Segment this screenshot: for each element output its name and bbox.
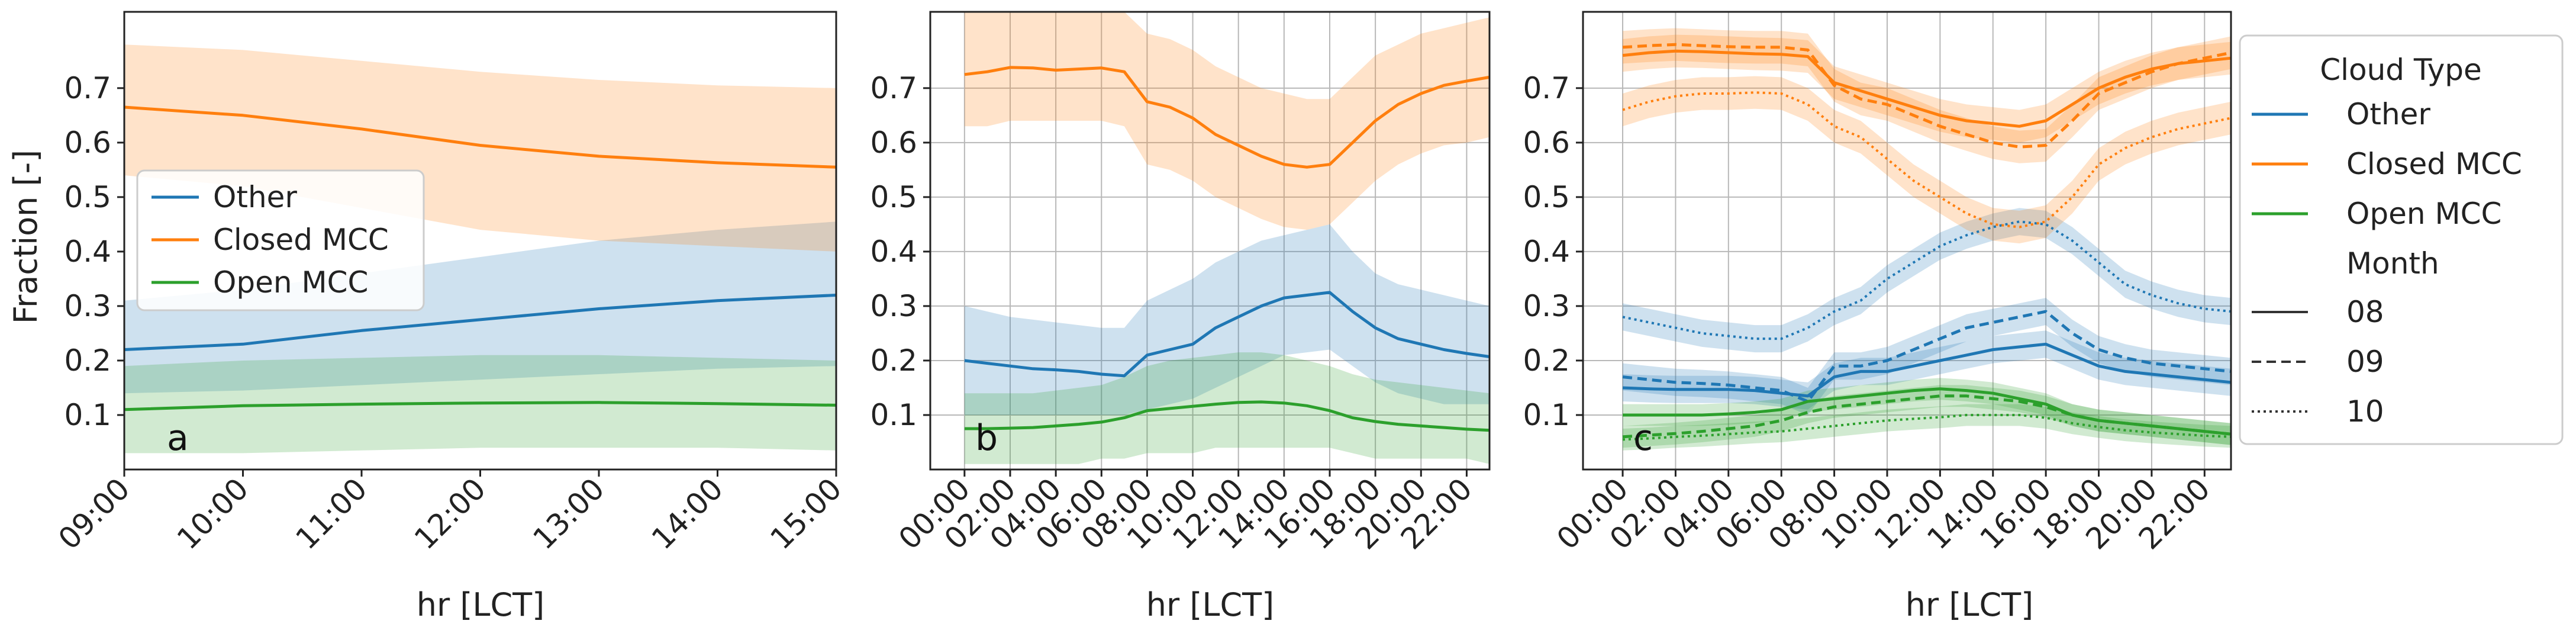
legend-a: Other Closed MCC Open MCC	[136, 169, 425, 311]
ytick-label-c-1: 0.2	[1523, 343, 1570, 378]
ytick-label-a-3: 0.4	[64, 234, 111, 269]
band-closed-mcc-09-c	[1623, 28, 2231, 163]
band-open-mcc-b	[964, 352, 1489, 464]
band-other-09-c	[1623, 298, 2231, 415]
panel-letter-a: a	[167, 417, 189, 459]
ytick-label-c-3: 0.4	[1523, 234, 1570, 269]
band-other-a	[124, 221, 836, 394]
ytick-label-c-5: 0.6	[1523, 126, 1570, 160]
ytick-label-b-6: 0.7	[870, 71, 917, 105]
ytick-label-a-4: 0.5	[64, 180, 111, 214]
panel-c: 0.10.20.30.40.50.60.700:0002:0004:0006:0…	[1523, 11, 2232, 623]
band-open-mcc-09-c	[1623, 385, 2231, 448]
x-axis-label-a: hr [LCT]	[417, 586, 545, 623]
legend-c-label-month-09: 09	[2346, 345, 2384, 379]
axes-frame-c	[1582, 11, 2232, 471]
xtick-label-a-6: 15:00	[764, 471, 849, 556]
plot-layer-b: 0.10.20.30.40.50.60.700:0002:0004:0006:0…	[870, 11, 1491, 556]
panel-a: 0.1 0.2 0.3 0.4 0.5 0.6 0.7 09:00 10:00 11:00 12:0…	[7, 11, 849, 623]
panel-letter-c: c	[1633, 417, 1653, 459]
ytick-label-b-2: 0.3	[870, 289, 917, 323]
legend-a-label-open: Open MCC	[213, 265, 368, 300]
legend-a-label-closed: Closed MCC	[213, 223, 389, 257]
legend-c-frame	[2239, 34, 2564, 445]
band-other-b	[964, 224, 1489, 415]
ytick-label-b-0: 0.1	[870, 398, 917, 432]
series-line-open-mcc-10-c	[1622, 414, 2232, 441]
band-closed-mcc-b	[964, 12, 1489, 230]
ytick-label-b-1: 0.2	[870, 343, 917, 378]
ytick-label-a-2: 0.3	[64, 289, 111, 323]
band-other-10-c	[1623, 208, 2231, 353]
ytick-label-a-0: 0.1	[64, 398, 111, 432]
xtick-label-a-5: 14:00	[645, 471, 730, 556]
legend-c-month-title: Month	[2346, 246, 2439, 281]
legend-c-label-closed: Closed MCC	[2346, 147, 2522, 181]
series-line-open-mcc-08-c	[1623, 387, 2232, 436]
series-line-closed-mcc-a	[124, 105, 837, 169]
series-line-other-08-c	[1622, 342, 2232, 398]
legend-c-label-month-10: 10	[2346, 394, 2384, 429]
plot-layer-c: 0.10.20.30.40.50.60.700:0002:0004:0006:0…	[1523, 11, 2232, 556]
legend-c-label-open: Open MCC	[2346, 197, 2501, 231]
xtick-label-a-2: 11:00	[289, 471, 374, 556]
ytick-label-a-1: 0.2	[64, 343, 111, 378]
ytick-label-c-6: 0.7	[1523, 71, 1570, 105]
ytick-label-c-0: 0.1	[1523, 398, 1570, 432]
ytick-label-a-5: 0.6	[64, 126, 111, 160]
legend-c: Cloud Type Other Closed MCC Open MCC Mon…	[2239, 34, 2564, 445]
xtick-label-a-1: 10:00	[170, 471, 255, 556]
xtick-label-a-0: 09:00	[52, 471, 137, 556]
legend-a-frame	[136, 169, 425, 311]
panel-letter-b: b	[975, 417, 998, 459]
series-line-open-mcc-a	[124, 401, 837, 411]
x-axis-label-b: hr [LCT]	[1146, 586, 1275, 623]
series-line-open-mcc-b	[964, 400, 1490, 432]
series-line-other-09-c	[1622, 310, 2232, 403]
series-line-closed-mcc-b	[964, 66, 1490, 169]
xtick-label-a-3: 12:00	[408, 471, 492, 556]
x-axis-label-c: hr [LCT]	[1906, 586, 2034, 623]
ytick-label-a-6: 0.7	[64, 71, 111, 105]
band-closed-mcc-a	[124, 44, 836, 252]
band-closed-mcc-10-c	[1623, 76, 2231, 244]
ytick-label-c-2: 0.3	[1523, 289, 1570, 323]
ytick-label-b-4: 0.5	[870, 180, 917, 214]
series-line-other-b	[964, 291, 1490, 378]
ytick-label-b-3: 0.4	[870, 234, 917, 269]
legend-c-label-month-08: 08	[2346, 295, 2384, 329]
legend-c-label-other: Other	[2346, 97, 2430, 131]
legend-a-label-other: Other	[213, 180, 297, 214]
series-line-other-a	[124, 294, 837, 351]
axes-frame-b	[929, 11, 1491, 471]
y-axis-label: Fraction [-]	[7, 150, 44, 324]
ytick-label-c-4: 0.5	[1523, 180, 1570, 214]
panel-b: 0.10.20.30.40.50.60.700:0002:0004:0006:0…	[870, 11, 1491, 623]
series-line-closed-mcc-08-c	[1622, 49, 2232, 128]
ytick-label-b-5: 0.6	[870, 126, 917, 160]
series-line-closed-mcc-09-c	[1622, 43, 2232, 149]
legend-c-title: Cloud Type	[2320, 53, 2482, 87]
xtick-label-a-4: 13:00	[527, 471, 611, 556]
